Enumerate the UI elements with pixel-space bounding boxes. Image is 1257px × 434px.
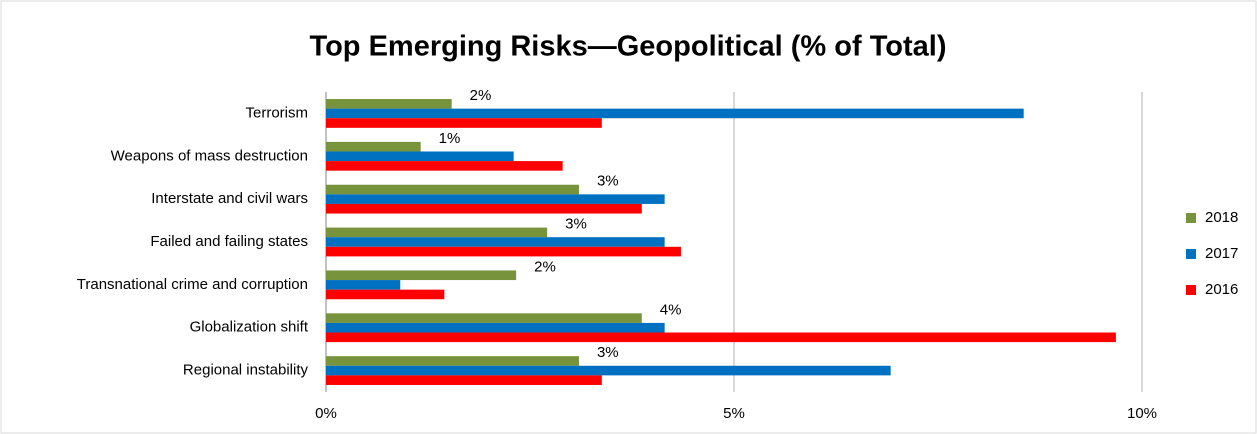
legend-swatch <box>1186 285 1196 295</box>
data-label: 3% <box>597 173 619 190</box>
y-tick-label: Regional instability <box>183 362 309 379</box>
bar <box>326 375 602 385</box>
bar <box>326 151 514 162</box>
x-tick-label: 10% <box>1127 405 1157 422</box>
bar <box>326 313 642 323</box>
bar <box>326 141 421 152</box>
y-tick-label: Globalization shift <box>190 319 309 336</box>
bar <box>326 280 401 290</box>
bar <box>326 322 665 333</box>
bar <box>326 270 517 281</box>
y-tick-label: Terrorism <box>246 104 309 121</box>
chart-title: Top Emerging Risks—Geopolitical (% of To… <box>310 31 947 63</box>
data-label: 2% <box>470 87 492 104</box>
bar <box>326 237 665 247</box>
legend-swatch <box>1186 249 1196 259</box>
legend-label: 2017 <box>1205 245 1238 262</box>
y-tick-label: Interstate and civil wars <box>151 190 308 207</box>
bar <box>326 161 563 171</box>
x-tick-label: 5% <box>723 405 745 422</box>
bar <box>326 332 1116 343</box>
y-tick-label: Transnational crime and corruption <box>77 276 308 293</box>
legend-swatch <box>1186 213 1196 223</box>
data-label: 3% <box>565 216 587 233</box>
bar <box>326 227 548 238</box>
bar <box>326 108 1024 119</box>
legend-label: 2018 <box>1205 209 1238 226</box>
bar <box>326 99 452 109</box>
bar <box>326 246 681 257</box>
bar <box>326 203 642 214</box>
legend-label: 2016 <box>1205 281 1238 298</box>
bar <box>326 184 579 195</box>
bar <box>326 194 665 204</box>
bar <box>326 356 579 366</box>
y-tick-label: Failed and failing states <box>150 233 308 250</box>
bar <box>326 365 891 376</box>
x-tick-label: 0% <box>315 405 337 422</box>
data-label: 4% <box>660 301 682 318</box>
bar <box>326 118 602 128</box>
data-label: 3% <box>597 344 619 361</box>
data-label: 1% <box>439 130 461 147</box>
bar <box>326 289 445 300</box>
data-label: 2% <box>534 258 556 275</box>
y-tick-label: Weapons of mass destruction <box>111 147 308 164</box>
